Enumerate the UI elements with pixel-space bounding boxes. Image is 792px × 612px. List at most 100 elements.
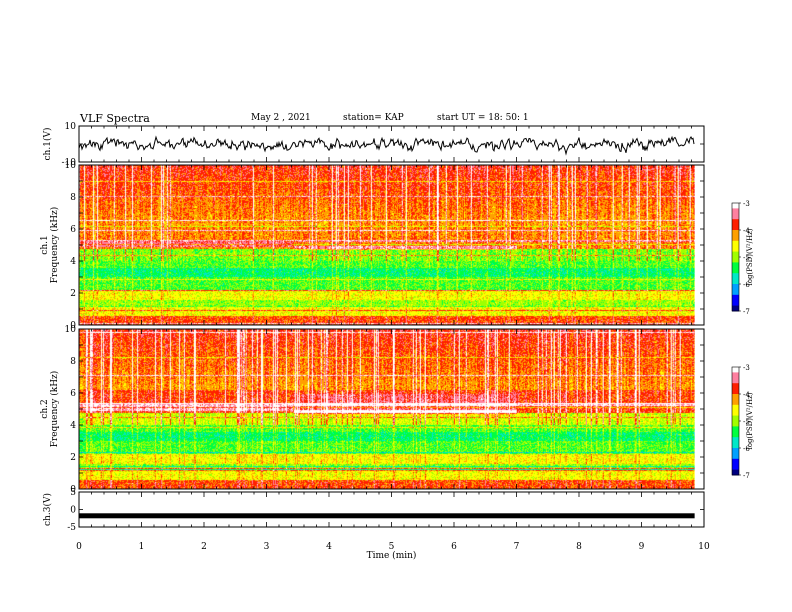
colorbar-cell	[732, 472, 739, 475]
colorbar-cell	[732, 461, 739, 464]
panel-frame-4	[78, 491, 705, 528]
colorbar-cell	[732, 435, 739, 438]
colorbar-cell	[732, 464, 739, 467]
colorbar-cell	[732, 224, 739, 227]
x-tick-label: 10	[698, 542, 710, 552]
colorbar-cell	[732, 236, 739, 239]
colorbar-cell	[732, 238, 739, 240]
y-tick-label: 2	[70, 289, 76, 299]
colorbar-cell	[732, 468, 739, 471]
colorbar-cell	[732, 448, 739, 450]
colorbar-cell	[732, 282, 739, 285]
y-tick-label: 6	[70, 389, 76, 399]
colorbar-cell	[732, 296, 739, 298]
colorbar-cell	[732, 453, 739, 456]
colorbar-cell	[732, 225, 739, 228]
ch1-spectrogram-image	[79, 165, 695, 325]
colorbar-cell	[732, 246, 739, 249]
y-tick-label: 5	[70, 488, 76, 498]
x-tick-label: 4	[326, 542, 332, 552]
colorbar-cell	[732, 394, 739, 396]
colorbar-cell	[732, 234, 739, 236]
colorbar-cell	[732, 285, 739, 288]
colorbar-cell	[732, 288, 739, 290]
colorbar-cell	[732, 385, 739, 388]
colorbar-cell	[732, 431, 739, 434]
colorbar-cell	[732, 450, 739, 453]
colorbar-cell	[732, 408, 739, 411]
colorbar-cell	[732, 443, 739, 446]
y-tick-label: 4	[70, 421, 76, 431]
colorbar-cell	[732, 400, 739, 403]
colorbar-cell	[732, 423, 739, 426]
x-tick-label: 7	[514, 542, 520, 552]
y-tick-label: 0	[70, 485, 76, 495]
ch2-spectrogram-image	[79, 329, 695, 489]
colorbar-cell	[732, 379, 739, 381]
y-tick-label: 10	[65, 122, 77, 132]
colorbar-cell	[732, 442, 739, 445]
colorbar-cell	[732, 439, 739, 442]
colorbar-cell	[732, 367, 739, 369]
colorbar-cell	[732, 449, 739, 452]
colorbar-cell	[732, 269, 739, 271]
colorbar-cell	[732, 470, 739, 473]
colorbar-label: log(PSD)(V²/Hz)	[746, 228, 754, 285]
colorbar-cell	[732, 426, 739, 429]
y-tick-label: 8	[70, 193, 76, 203]
x-tick-label: 5	[389, 542, 395, 552]
colorbar-cell	[732, 458, 739, 461]
colorbar-cell	[732, 446, 739, 449]
colorbar-cell	[732, 396, 739, 399]
colorbar-cell	[732, 258, 739, 261]
colorbar-tick-label: -6	[743, 445, 750, 453]
ch1-ylabel: ch.1(V)	[42, 128, 53, 161]
colorbar-cell	[732, 304, 739, 307]
colorbar-cell	[732, 271, 739, 274]
colorbar-cell	[732, 441, 739, 444]
colorbar-cell	[732, 404, 739, 407]
colorbar-cell	[732, 263, 739, 266]
colorbar-cell	[732, 248, 739, 251]
colorbar-tick-label: -4	[743, 227, 750, 235]
colorbar-cell	[732, 302, 739, 305]
colorbar-cell	[732, 369, 739, 372]
colorbar-cell	[732, 412, 739, 415]
ch2-ylabel: ch.2	[40, 399, 50, 418]
x-tick-label: 0	[76, 542, 82, 552]
colorbar-cell	[732, 384, 739, 387]
colorbar-cell	[732, 235, 739, 238]
x-tick-label: 2	[201, 542, 207, 552]
colorbar-tick-label: -7	[743, 472, 750, 480]
colorbar-cell	[732, 204, 739, 207]
colorbar-cell	[732, 251, 739, 254]
colorbar-cell	[732, 209, 739, 212]
colorbar-cell	[732, 402, 739, 404]
colorbar-cell	[732, 395, 739, 398]
x-tick-label: 3	[264, 542, 270, 552]
colorbar-cell	[732, 262, 739, 265]
colorbar-cell	[732, 207, 739, 209]
ch3-ylabel: ch.3(V)	[42, 493, 53, 526]
colorbar-cell	[732, 292, 739, 294]
colorbar-cell	[732, 203, 739, 205]
colorbar-cell	[732, 227, 739, 230]
colorbar-cell	[732, 274, 739, 277]
colorbar-cell	[732, 429, 739, 431]
colorbar-cell	[732, 433, 739, 435]
colorbar-cell	[732, 387, 739, 390]
colorbar-cell	[732, 305, 739, 308]
colorbar-cell	[732, 244, 739, 247]
colorbar-cell	[732, 284, 739, 286]
colorbar-cell	[732, 306, 739, 309]
colorbar-tick-label: -5	[743, 418, 750, 426]
header-station: station= KAP	[343, 113, 404, 123]
colorbar-cell	[732, 243, 739, 246]
colorbar-cell	[732, 392, 739, 395]
colorbar-cell	[732, 255, 739, 258]
colorbar-cell	[732, 275, 739, 278]
colorbar-cell	[732, 421, 739, 423]
colorbar-cell	[732, 232, 739, 235]
colorbar-cell	[732, 212, 739, 215]
colorbar-cell	[732, 381, 739, 384]
